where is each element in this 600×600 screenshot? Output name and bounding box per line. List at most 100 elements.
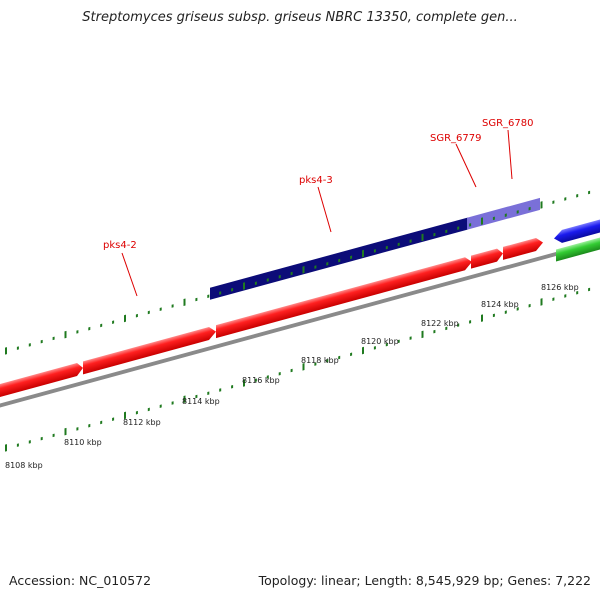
scale-tick-upper <box>100 323 103 328</box>
scale-tick-upper <box>469 223 472 227</box>
scale-tick-upper <box>195 297 198 302</box>
scale-ticks-lower <box>5 287 591 452</box>
scale-tick-upper <box>540 201 543 209</box>
scale-tick-lower <box>219 388 222 392</box>
scale-tick-lower <box>504 310 507 314</box>
scale-tick-lower <box>564 294 567 298</box>
scale-tick-lower <box>147 407 150 412</box>
accession-label: Accession: NC_010572 <box>9 573 152 588</box>
rna-feature <box>556 237 600 262</box>
scale-tick-upper <box>207 294 210 299</box>
scale-tick-upper <box>564 197 567 201</box>
scale-tick-upper <box>362 249 364 258</box>
scale-tick-lower <box>135 410 138 415</box>
scale-label-8112: 8112 kbp <box>123 418 161 427</box>
scale-tick-upper <box>76 330 79 334</box>
operon-bar-dark <box>210 217 468 300</box>
scale-tick-lower <box>552 297 555 301</box>
gene-label-sgr-6779[interactable]: SGR_6779 <box>430 133 482 144</box>
scale-tick-upper <box>40 339 43 344</box>
scale-tick-lower <box>576 290 579 295</box>
scale-tick-lower <box>243 379 245 387</box>
scale-tick-lower <box>445 326 448 331</box>
scale-tick-upper <box>338 258 341 263</box>
scale-tick-lower <box>278 372 281 376</box>
cds-arrow-sgr-6779 <box>471 248 503 269</box>
scale-label-8118: 8118 kbp <box>301 356 339 365</box>
scale-tick-upper <box>183 298 186 306</box>
scale-tick-lower <box>124 411 126 420</box>
scale-tick-lower <box>421 330 424 339</box>
scale-tick-upper <box>266 278 269 282</box>
scale-tick-lower <box>207 391 210 396</box>
scale-tick-lower <box>373 346 376 350</box>
scale-tick-upper <box>28 343 31 347</box>
scale-tick-upper <box>159 307 162 311</box>
scale-tick-upper <box>314 265 317 269</box>
scale-label-8116: 8116 kbp <box>242 376 280 385</box>
scale-tick-lower <box>326 359 329 363</box>
cds-arrow-reverse <box>554 219 600 243</box>
scale-tick-upper <box>64 330 67 339</box>
scale-tick-lower <box>433 329 436 334</box>
genome-summary: Topology: linear; Length: 8,545,929 bp; … <box>258 573 591 588</box>
scale-tick-lower <box>88 423 91 428</box>
scale-tick-lower <box>397 339 400 344</box>
scale-tick-upper <box>112 320 115 324</box>
scale-tick-lower <box>40 436 43 441</box>
scale-tick-upper <box>588 190 591 195</box>
gene-label-pks4-3[interactable]: pks4-3 <box>299 175 333 186</box>
scale-tick-upper <box>124 314 126 323</box>
scale-label-8126: 8126 kbp <box>541 283 579 292</box>
gene-label-sgr-6780[interactable]: SGR_6780 <box>482 118 534 129</box>
scale-tick-lower <box>5 444 7 452</box>
scale-tick-lower <box>290 368 293 373</box>
scale-tick-upper <box>397 242 400 247</box>
scale-tick-upper <box>171 304 174 308</box>
scale-tick-upper <box>350 255 353 260</box>
scale-tick-upper <box>88 326 91 331</box>
cds-arrow <box>83 327 216 375</box>
scale-tick-lower <box>231 384 234 389</box>
backbone-line <box>0 239 600 408</box>
scale-tick-lower <box>362 346 364 355</box>
scale-tick-lower <box>492 313 495 318</box>
scale-tick-lower <box>76 427 79 431</box>
scale-tick-upper <box>52 336 55 341</box>
scale-tick-lower <box>266 375 269 379</box>
scale-tick-upper <box>504 213 507 217</box>
scale-tick-upper <box>219 291 222 295</box>
scale-tick-lower <box>64 427 67 436</box>
scale-label-8120: 8120 kbp <box>361 337 399 346</box>
scale-label-8108: 8108 kbp <box>5 461 43 470</box>
scale-tick-lower <box>409 336 412 340</box>
scale-tick-lower <box>195 394 198 399</box>
scale-tick-lower <box>183 395 186 403</box>
scale-tick-lower <box>588 287 591 292</box>
label-leaders <box>121 129 513 297</box>
scale-tick-upper <box>290 271 293 276</box>
scale-tick-upper <box>254 281 257 286</box>
scale-tick-lower <box>469 320 472 324</box>
scale-tick-lower <box>28 440 31 444</box>
scale-tick-lower <box>314 362 317 366</box>
scale-tick-lower <box>540 298 543 306</box>
cds-arrow-pks4-2 <box>216 257 472 339</box>
gene-label-pks4-2[interactable]: pks4-2 <box>103 240 137 251</box>
cds-arrow-sgr-6780 <box>503 237 543 260</box>
scale-tick-lower <box>52 433 55 438</box>
scale-tick-upper <box>135 313 138 318</box>
map-title: Streptomyces griseus subsp. griseus NBRC… <box>82 10 518 25</box>
scale-label-8114: 8114 kbp <box>182 397 220 406</box>
scale-tick-upper <box>528 206 531 211</box>
scale-tick-upper <box>552 200 555 204</box>
scale-tick-upper <box>516 210 519 214</box>
scale-tick-lower <box>338 355 341 360</box>
scale-tick-upper <box>457 226 460 230</box>
scale-tick-lower <box>16 443 19 447</box>
scale-tick-upper <box>147 310 150 315</box>
scale-tick-upper <box>302 266 305 274</box>
genome-track <box>0 190 600 452</box>
scale-tick-lower <box>159 404 162 408</box>
